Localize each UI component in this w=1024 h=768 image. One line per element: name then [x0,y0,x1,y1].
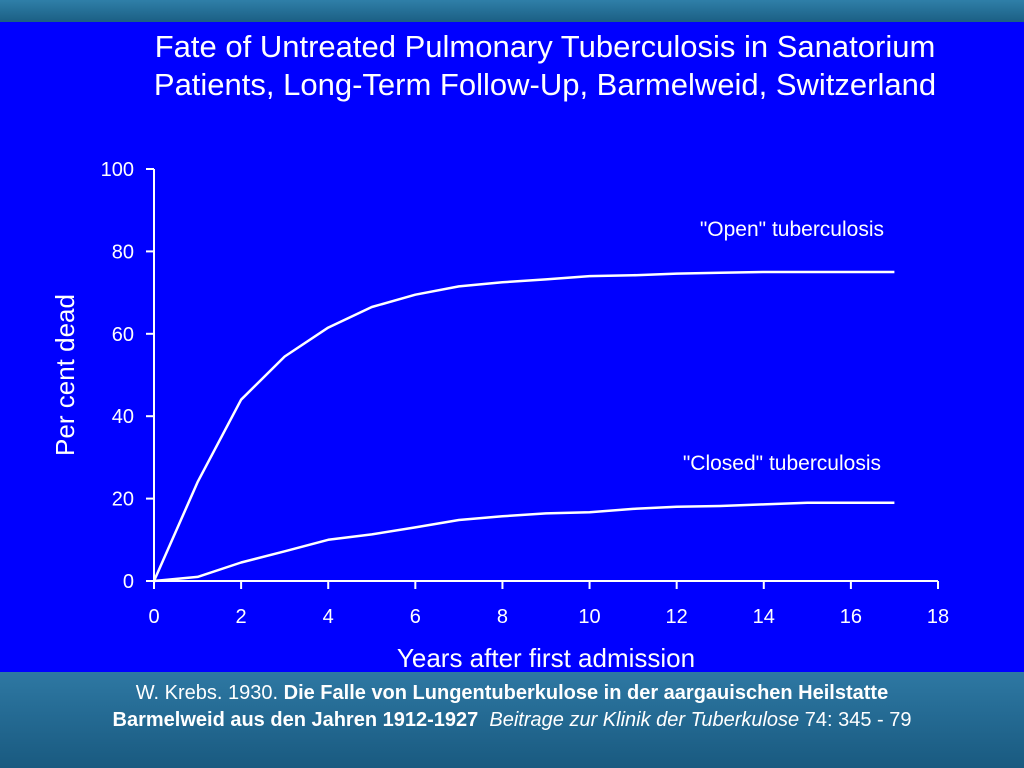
citation-title-part-2: Barmelweid aus den Jahren 1912-1927 [112,709,479,731]
y-tick-label: 20 [112,489,134,511]
citation-journal: Beitrage zur Klinik der Tuberkulose [489,709,800,731]
y-tick-label: 80 [112,241,134,263]
x-axis-label: Years after first admission [397,643,695,672]
slide-title-line-1: Fate of Untreated Pulmonary Tuberculosis… [154,29,936,64]
citation-volume-pages: 74: 345 - 79 [799,709,912,731]
x-tick-label: 2 [236,606,247,628]
citation-title-part-1: Die Falle von Lungentuberkulose in der a… [283,682,889,704]
citation-line-2: Barmelweid aus den Jahren 1912-1927 Beit… [0,707,1024,734]
x-tick-label: 4 [323,606,334,628]
series-label-closed: "Closed" tuberculosis [683,452,881,475]
slide-title: Fate of Untreated Pulmonary Tuberculosis… [90,28,1000,104]
y-axis-label: Per cent dead [50,294,80,456]
footer-band [0,672,1024,768]
top-decorative-band [0,0,1024,22]
x-tick-label: 14 [753,606,775,628]
series-line-closed [153,501,895,583]
y-tick-label: 0 [123,571,134,593]
series-label-open: "Open" tuberculosis [700,218,884,241]
y-tick-label: 100 [101,159,134,181]
series-lines [152,270,895,583]
y-ticks: 0 20 40 60 80 100 [101,159,154,593]
y-tick-label: 60 [112,324,134,346]
x-tick-label: 0 [148,606,159,628]
x-tick-label: 10 [578,606,600,628]
slide-title-line-2: Patients, Long-Term Follow-Up, Barmelwei… [153,67,937,102]
citation-author: W. Krebs. 1930. [135,682,284,704]
x-tick-label: 6 [410,606,421,628]
y-tick-label: 40 [112,406,134,428]
slide-background [0,22,1024,672]
x-tick-label: 18 [927,606,949,628]
citation-line-1: W. Krebs. 1930. Die Falle von Lungentube… [0,680,1024,707]
x-ticks: 0 2 4 6 8 10 12 14 16 18 [148,581,949,628]
x-tick-label: 16 [840,606,862,628]
citation: W. Krebs. 1930. Die Falle von Lungentube… [0,680,1024,734]
line-chart: 0 20 40 60 80 100 0 2 4 6 8 10 12 14 16 18 "Open" tube… [50,159,949,672]
series-line-open [152,270,895,582]
x-tick-label: 12 [666,606,688,628]
x-tick-label: 8 [497,606,508,628]
